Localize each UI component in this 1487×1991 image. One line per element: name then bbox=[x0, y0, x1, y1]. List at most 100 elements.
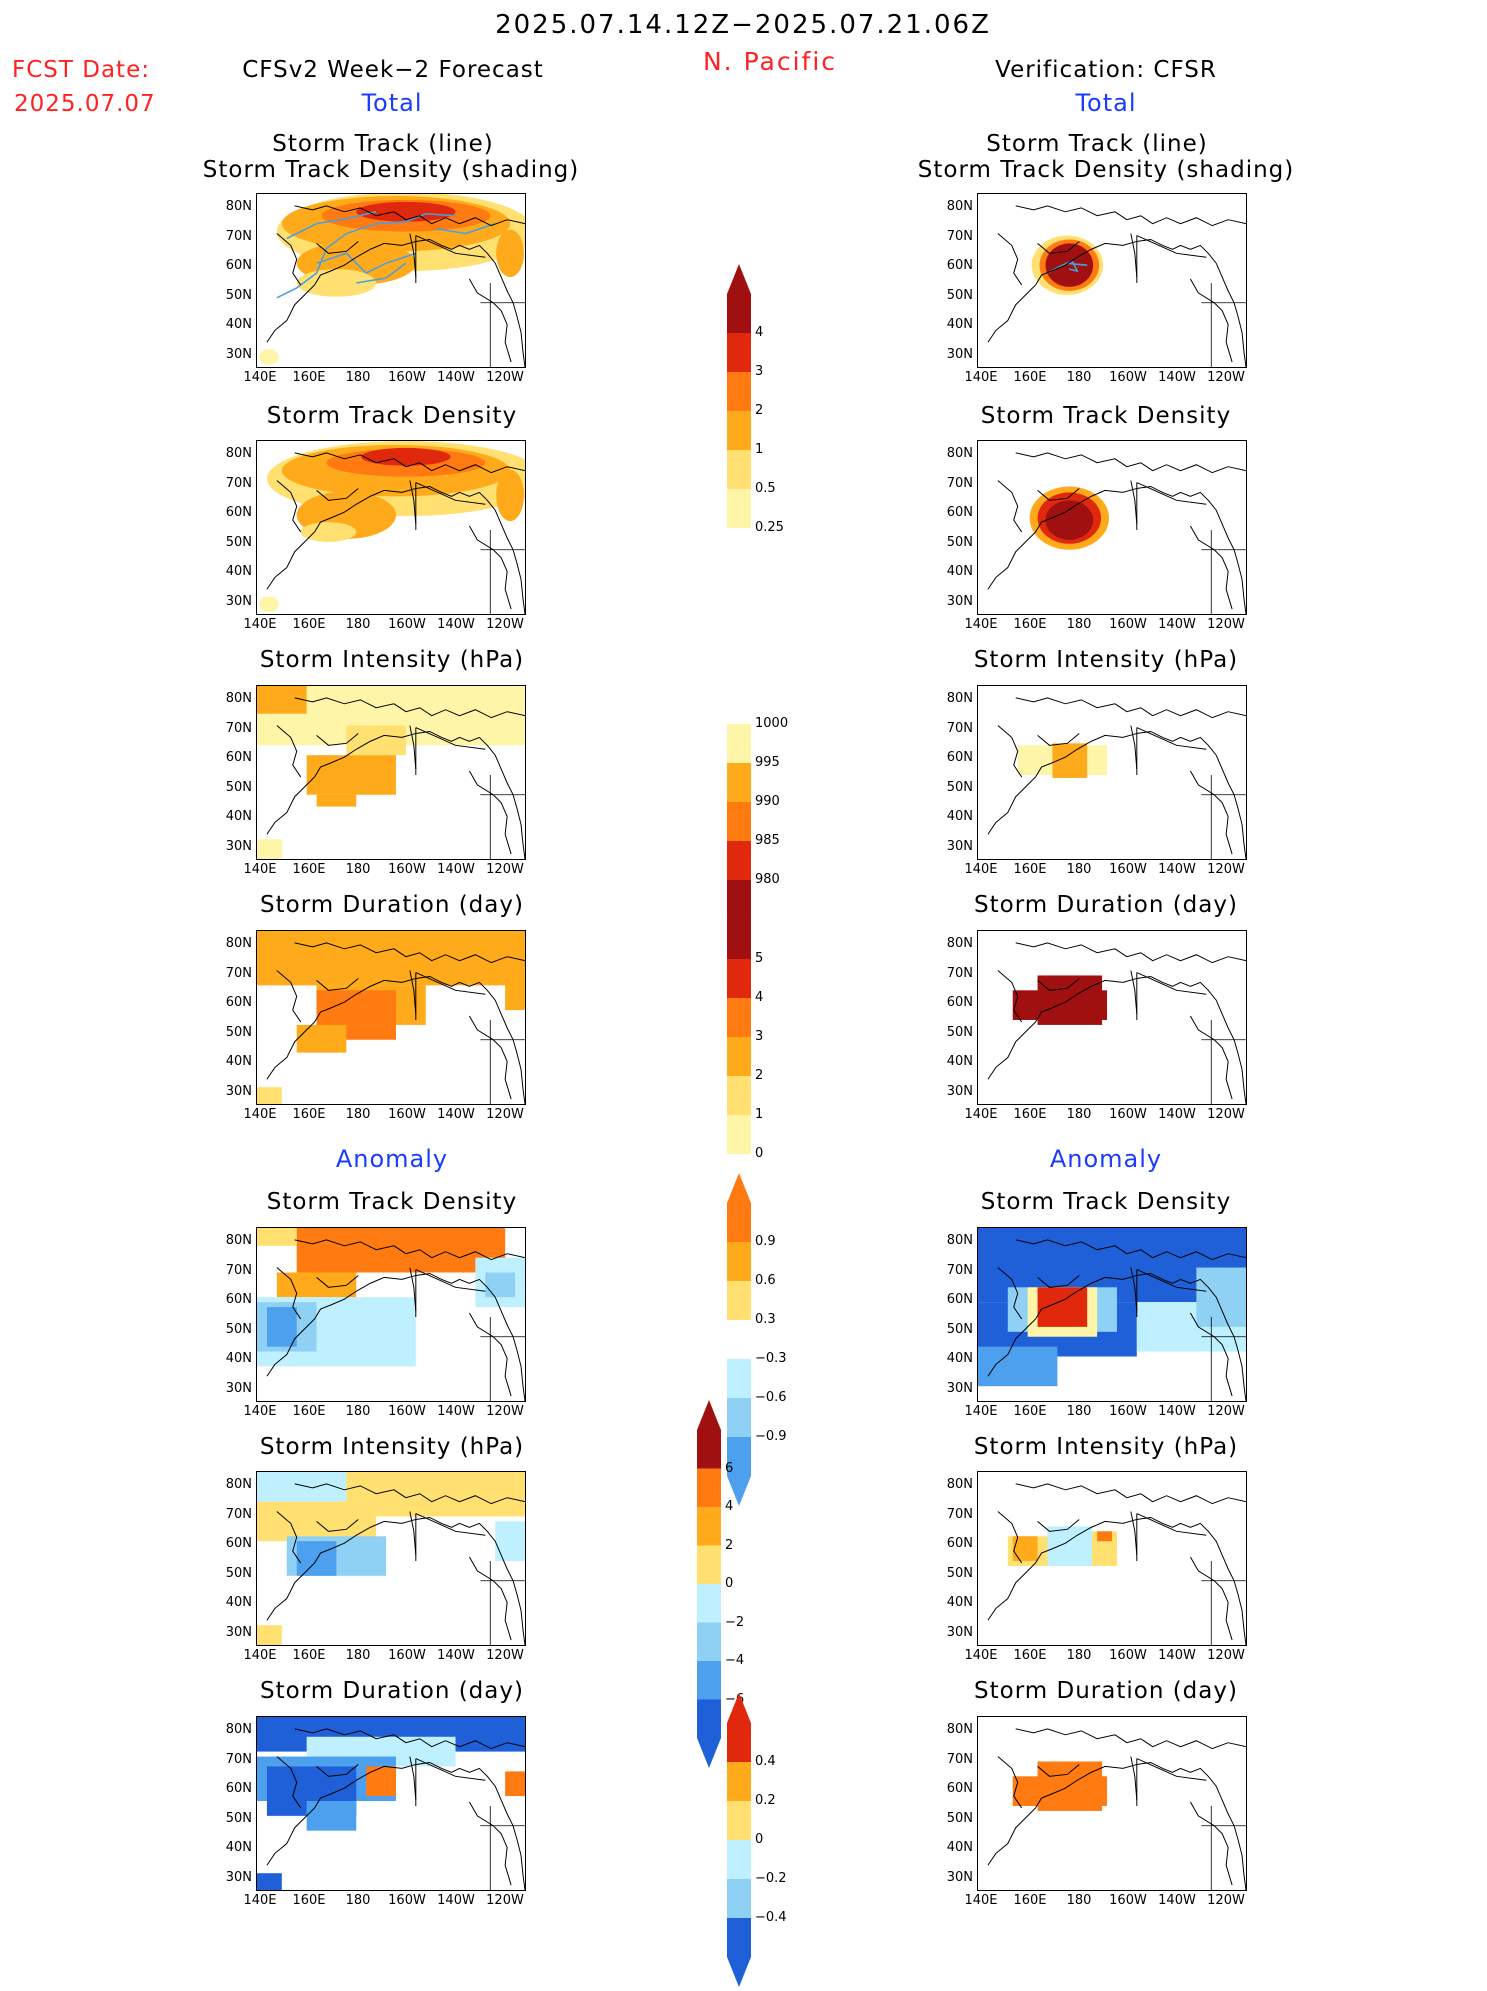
lat-label: 30N bbox=[225, 1624, 252, 1640]
colorbar-label: 0.4 bbox=[755, 1754, 776, 1769]
right-column-title: Verification: CFSR bbox=[995, 57, 1217, 83]
title-duration-anom-right: Storm Duration (day) bbox=[974, 1678, 1238, 1704]
lon-label: 120W bbox=[486, 862, 524, 877]
lat-label: 50N bbox=[946, 287, 973, 303]
lat-label: 80N bbox=[225, 1233, 252, 1248]
lat-label: 30N bbox=[946, 1624, 973, 1640]
lon-label: 140E bbox=[243, 370, 277, 385]
lat-label: 70N bbox=[225, 1751, 252, 1767]
colorbar-label: 0.9 bbox=[755, 1234, 776, 1249]
lat-label: 30N bbox=[225, 838, 252, 854]
lat-label: 60N bbox=[225, 258, 252, 273]
lat-label: 80N bbox=[225, 199, 252, 214]
lon-label: 180 bbox=[345, 1648, 371, 1663]
lon-label: 140W bbox=[1158, 370, 1196, 385]
colorbar-label: 4 bbox=[755, 990, 764, 1005]
map-intensity-anom-R bbox=[977, 1471, 1247, 1646]
right-total-label: Total bbox=[1075, 89, 1137, 117]
title-duration-left: Storm Duration (day) bbox=[260, 892, 524, 918]
lon-label: 140W bbox=[1158, 617, 1196, 632]
colorbar-label: 1000 bbox=[755, 716, 789, 731]
title-duration-right: Storm Duration (day) bbox=[974, 892, 1238, 918]
title-intensity-anom-right: Storm Intensity (hPa) bbox=[973, 1434, 1239, 1460]
colorbar-label: −2 bbox=[725, 1614, 745, 1630]
lat-label: 60N bbox=[225, 1781, 252, 1796]
map-density-R bbox=[977, 440, 1247, 615]
lat-label: 50N bbox=[225, 1810, 252, 1826]
title-intensity-left: Storm Intensity (hPa) bbox=[259, 647, 525, 673]
lon-label: 120W bbox=[486, 1648, 524, 1663]
lat-label: 60N bbox=[946, 1781, 973, 1796]
lat-label: 80N bbox=[946, 1477, 973, 1492]
lon-label: 140W bbox=[437, 617, 475, 632]
lat-label: 30N bbox=[225, 1083, 252, 1099]
lat-label: 60N bbox=[946, 505, 973, 520]
colorbar-label: −4 bbox=[725, 1653, 745, 1668]
lon-label: 160E bbox=[292, 1893, 326, 1908]
lat-label: 50N bbox=[946, 1565, 973, 1581]
colorbar-label: 985 bbox=[755, 833, 780, 848]
lat-label: 40N bbox=[946, 317, 973, 332]
lon-label: 160E bbox=[1013, 1404, 1047, 1419]
lon-label: 140W bbox=[437, 370, 475, 385]
colorbar-label: 1 bbox=[755, 442, 764, 457]
colorbar-label: 0 bbox=[725, 1576, 734, 1591]
lon-label: 160W bbox=[1109, 1648, 1147, 1663]
lon-label: 120W bbox=[1207, 1107, 1245, 1122]
lat-label: 40N bbox=[225, 564, 252, 579]
lon-label: 140E bbox=[964, 1107, 998, 1122]
lat-label: 30N bbox=[946, 1380, 973, 1396]
colorbar-label: −0.9 bbox=[755, 1429, 787, 1444]
title-intensity-right: Storm Intensity (hPa) bbox=[973, 647, 1239, 673]
lat-label: 60N bbox=[946, 1292, 973, 1307]
lat-label: 30N bbox=[225, 1869, 252, 1885]
colorbar-label: 2 bbox=[725, 1537, 734, 1553]
lat-label: 80N bbox=[946, 199, 973, 214]
lat-label: 30N bbox=[225, 346, 252, 362]
lat-label: 80N bbox=[946, 936, 973, 951]
lat-label: 50N bbox=[946, 779, 973, 795]
colorbar-duration bbox=[725, 890, 785, 1227]
colorbar-intensity-anom bbox=[695, 1400, 755, 1772]
fcst-date-value: 2025.07.07 bbox=[14, 91, 156, 117]
lon-label: 160W bbox=[1109, 1107, 1147, 1122]
lat-label: 40N bbox=[225, 1840, 252, 1855]
lon-label: 120W bbox=[1207, 862, 1245, 877]
lon-label: 160W bbox=[1109, 862, 1147, 877]
lon-label: 180 bbox=[1066, 1404, 1092, 1419]
lon-label: 120W bbox=[486, 370, 524, 385]
lon-label: 160E bbox=[1013, 862, 1047, 877]
lat-label: 70N bbox=[225, 965, 252, 981]
lat-label: 70N bbox=[946, 1262, 973, 1278]
colorbar-label: 0.2 bbox=[755, 1793, 776, 1808]
lon-label: 140W bbox=[1158, 862, 1196, 877]
region-title: N. Pacific bbox=[702, 47, 838, 76]
lon-label: 160W bbox=[388, 862, 426, 877]
lat-label: 50N bbox=[225, 779, 252, 795]
colorbar-label: 995 bbox=[755, 755, 780, 770]
lon-label: 160E bbox=[292, 862, 326, 877]
colorbar-label: 0.25 bbox=[755, 520, 784, 535]
lat-label: 40N bbox=[225, 1595, 252, 1610]
lon-label: 120W bbox=[1207, 370, 1245, 385]
colorbar-label: 0 bbox=[755, 1146, 764, 1161]
lon-label: 180 bbox=[1066, 1893, 1092, 1908]
lon-label: 180 bbox=[1066, 617, 1092, 632]
colorbar-label: 0.6 bbox=[755, 1273, 776, 1288]
map-intensity-R bbox=[977, 685, 1247, 860]
title-duration-anom-left: Storm Duration (day) bbox=[260, 1678, 524, 1704]
title-track-shading-left: Storm Track Density (shading) bbox=[202, 157, 580, 183]
lat-label: 50N bbox=[946, 1321, 973, 1337]
lon-label: 140E bbox=[243, 1648, 277, 1663]
lat-label: 30N bbox=[946, 1083, 973, 1099]
lat-label: 60N bbox=[946, 1536, 973, 1551]
colorbar-label: 0.3 bbox=[755, 1312, 776, 1327]
lat-label: 80N bbox=[225, 1722, 252, 1737]
lat-label: 80N bbox=[225, 691, 252, 706]
lon-label: 140E bbox=[243, 617, 277, 632]
date-range-title: 2025.07.14.12Z−2025.07.21.06Z bbox=[495, 10, 991, 40]
lat-label: 70N bbox=[225, 228, 252, 244]
left-anomaly-label: Anomaly bbox=[335, 1145, 449, 1173]
lon-label: 140W bbox=[437, 1648, 475, 1663]
colorbar-label: 5 bbox=[755, 951, 764, 966]
